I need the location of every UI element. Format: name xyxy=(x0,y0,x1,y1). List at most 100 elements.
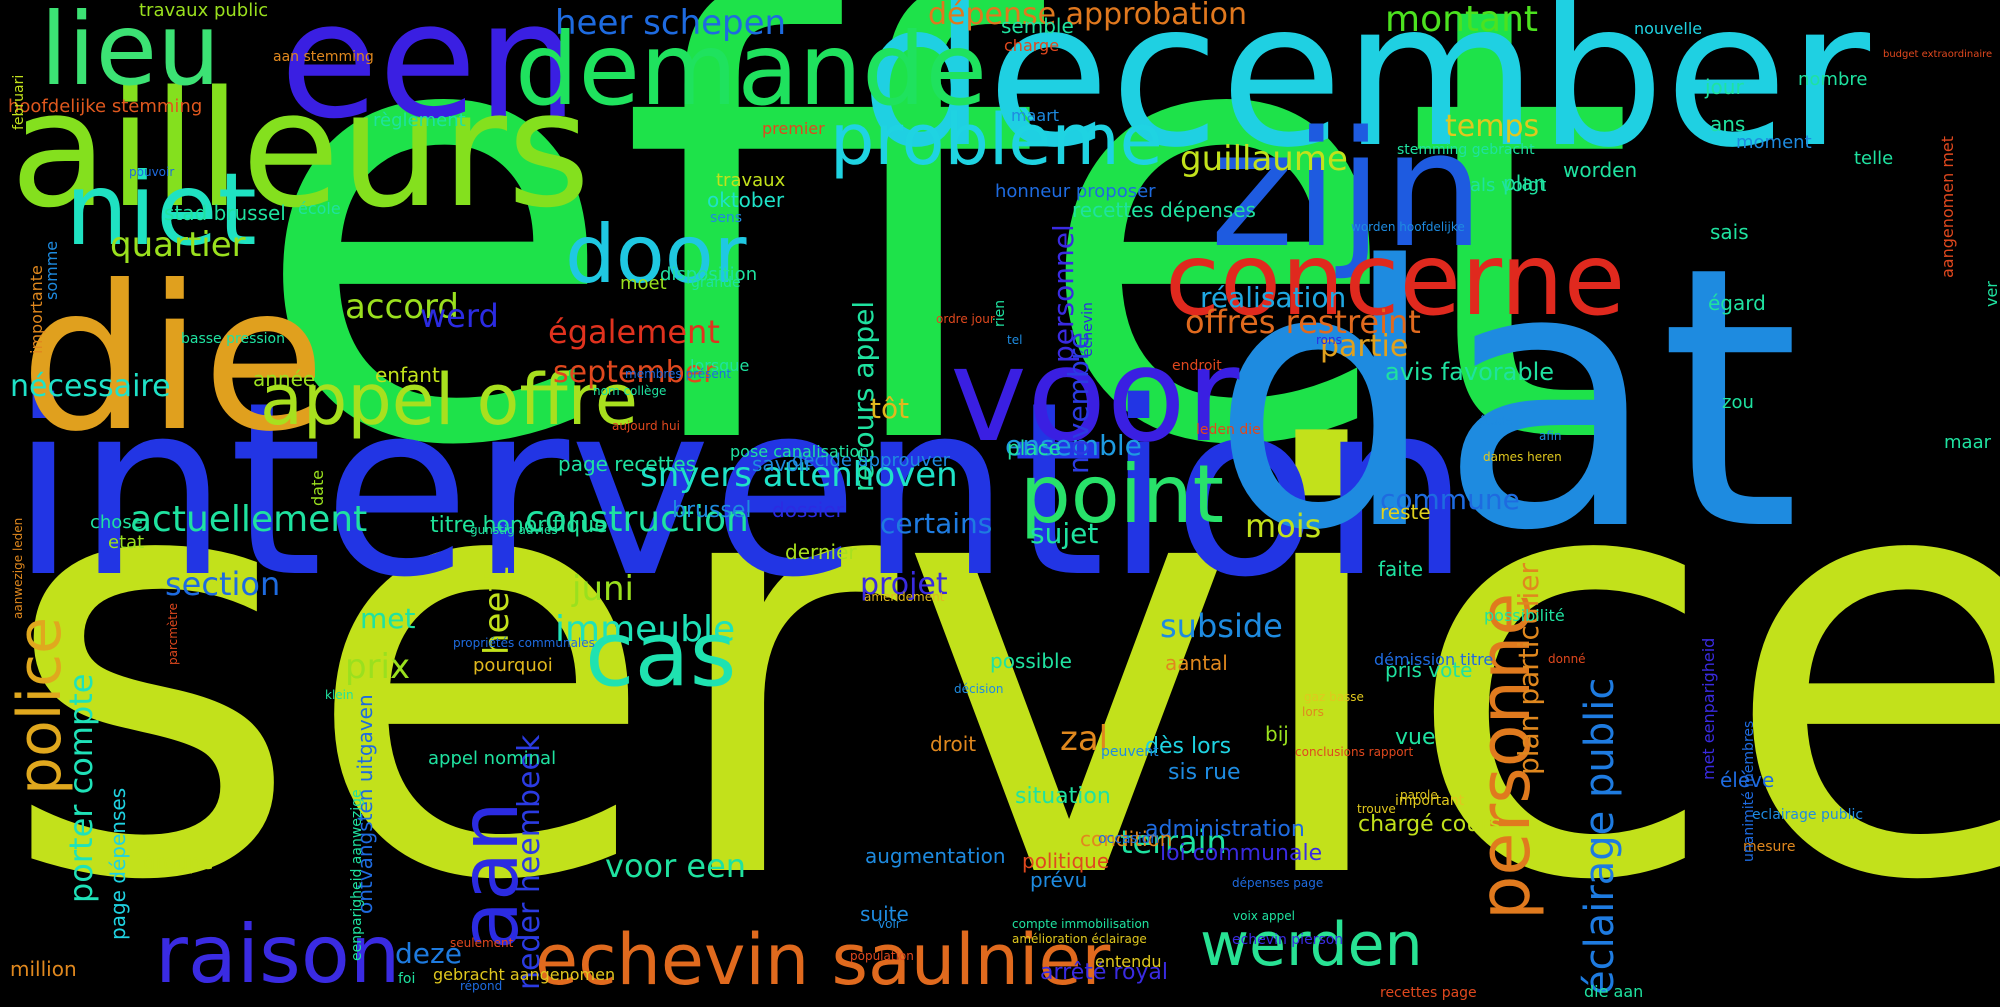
word-leden-die: leden die xyxy=(1196,422,1261,438)
word-snyers-attenhoven: snyers attenhoven xyxy=(640,455,958,495)
word-temps: temps xyxy=(1445,109,1540,144)
word-demission-titre: démission titre xyxy=(1374,650,1494,669)
word-echevin-pierson: echevin pierson xyxy=(1232,932,1344,948)
word-amendement: amendement xyxy=(864,590,945,604)
word-annee: année xyxy=(253,367,316,391)
word-ensemble: ensemble xyxy=(1005,429,1142,462)
word-chose: chose xyxy=(90,512,143,533)
word-faite: faite xyxy=(1378,557,1423,581)
word-disposition: disposition xyxy=(660,264,758,285)
word-enfant: enfant xyxy=(375,363,440,387)
word-depenses-page: dépenses page xyxy=(1232,876,1324,890)
word-met-eenparigheid: met eenparigheid xyxy=(1699,637,1718,780)
word-recettes-depenses: recettes dépenses xyxy=(1072,198,1256,222)
word-eclairage-public: éclairage public xyxy=(1577,677,1623,995)
word-egard: égard xyxy=(1708,291,1766,315)
word-ver: ver xyxy=(1982,281,2000,307)
word-parcmetre: parcmètre xyxy=(166,602,180,665)
word-aan-stemming: aan stemming xyxy=(273,49,374,65)
word-charge-cours: chargé cours xyxy=(1358,812,1501,837)
word-lorsque: lorsque xyxy=(690,356,750,375)
word-decision: décision xyxy=(954,682,1004,696)
word-werd: werd xyxy=(420,297,499,335)
word-quartier: quartier xyxy=(110,225,246,265)
word-mesure: mesure xyxy=(1743,839,1796,855)
word-ans: ans xyxy=(1710,112,1746,136)
word-reglement: règlement xyxy=(373,110,466,131)
word-concerne: concerne xyxy=(1165,221,1626,338)
word-offres-restreint: offres restreint xyxy=(1185,303,1421,341)
word-reste: reste xyxy=(1380,500,1431,524)
word-deze: deze xyxy=(395,937,462,970)
word-eleve: élève xyxy=(1720,768,1775,792)
word-heer-schepen: heer schepen xyxy=(555,3,787,43)
word-demande: demande xyxy=(515,11,988,128)
word-dernier: dernier xyxy=(785,540,857,564)
word-million: million xyxy=(10,957,77,981)
word-des-lors: dès lors xyxy=(1145,734,1232,759)
word-sens: sens xyxy=(710,210,743,226)
word-jour: jour xyxy=(1705,75,1744,99)
word-september: september xyxy=(553,355,716,390)
word-seulement: seulement xyxy=(450,936,514,950)
word-niet: niet xyxy=(65,151,257,268)
word-aanwezige-leden: aanwezige leden xyxy=(11,517,25,619)
word-appel-nominal: appel nominal xyxy=(428,748,557,769)
word-sis-rue: sis rue xyxy=(1168,760,1241,785)
word-plan-particulier: plan particulier xyxy=(1512,563,1545,775)
word-door: door xyxy=(565,208,747,301)
word-subside: subside xyxy=(1160,607,1283,645)
word-titre-honorifique: titre honorifique xyxy=(430,513,608,538)
word-gunstig-advies: gunstig advies xyxy=(470,523,558,537)
word-construction: construction xyxy=(525,499,749,540)
word-pourquoi: pourquoi xyxy=(473,655,553,676)
word-ailleurs: ailleurs xyxy=(10,56,591,243)
word-entendu: entendu xyxy=(1095,952,1162,971)
word-oktober: oktober xyxy=(707,188,785,212)
word-membres-present: membres présent xyxy=(625,367,732,381)
word-decide-approuver: decide approuver xyxy=(792,450,951,471)
word-dossier: dossier xyxy=(772,498,844,522)
word-intervention: intervention xyxy=(10,350,1471,630)
word-zijn: zijn xyxy=(1210,96,1485,283)
word-groupe: groupe xyxy=(143,850,214,874)
word-zou: zou xyxy=(1722,392,1754,413)
word-montant: montant xyxy=(1385,0,1539,40)
word-basse-pression: basse pression xyxy=(181,331,285,347)
word-pose-canalisation: pose canalisation xyxy=(730,442,870,461)
word-loi-communale: loi communale xyxy=(1160,841,1323,866)
word-pris-vote: pris vote xyxy=(1385,658,1473,682)
word-proprietes-communales: propriétés communales xyxy=(453,636,595,650)
word-place: place xyxy=(1007,436,1061,460)
word-plan: plan xyxy=(1503,171,1547,195)
word-grande: grande xyxy=(691,275,741,291)
word-accord: accord xyxy=(345,287,459,327)
word-personnel: personnel xyxy=(1047,224,1080,363)
word-condition: condition xyxy=(1080,827,1173,851)
word-avis-favorable: avis favorable xyxy=(1385,358,1554,386)
word-prevu: prévu xyxy=(1030,868,1088,892)
word-voor: voor xyxy=(950,319,1240,471)
word-foi: foi xyxy=(398,971,416,987)
word-administration: administration xyxy=(1145,817,1305,842)
word-aangenomen-met: aangenomen met xyxy=(1938,135,1957,278)
word-ordre-jour: ordre jour xyxy=(936,312,995,326)
word-partie: partie xyxy=(1320,329,1409,364)
word-point: point xyxy=(1020,448,1225,541)
word-arrete-royal: arrêté royal xyxy=(1040,960,1169,985)
word-effet: effet xyxy=(250,0,1637,577)
word-dat: dat xyxy=(1210,190,1801,609)
word-etude: étude xyxy=(1478,414,1513,428)
word-nombre: nombre xyxy=(1798,69,1868,90)
word-stad-brussel: stad brussel xyxy=(164,201,286,225)
word-etat: etat xyxy=(108,532,145,553)
word-occasion: occasion xyxy=(1098,831,1160,847)
word-die-aan: die aan xyxy=(1584,982,1644,1001)
word-bij: bij xyxy=(1265,722,1289,746)
word-nouvelle: nouvelle xyxy=(1634,19,1703,38)
word-rien: rien xyxy=(992,299,1008,327)
word-appel-offre: appel offre xyxy=(260,359,638,441)
word-aantal: aantal xyxy=(1165,651,1228,675)
word-afin: afin xyxy=(1539,429,1562,443)
word-klein: klein xyxy=(325,688,354,702)
